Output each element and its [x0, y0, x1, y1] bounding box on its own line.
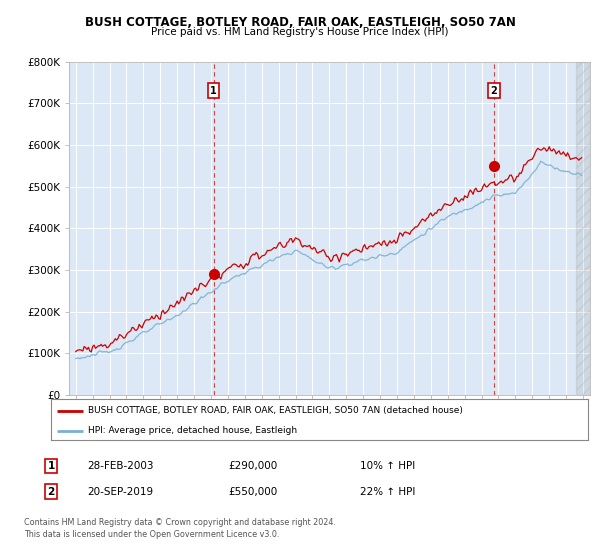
- Text: BUSH COTTAGE, BOTLEY ROAD, FAIR OAK, EASTLEIGH, SO50 7AN: BUSH COTTAGE, BOTLEY ROAD, FAIR OAK, EAS…: [85, 16, 515, 29]
- Text: £290,000: £290,000: [228, 461, 277, 471]
- Text: 2: 2: [47, 487, 55, 497]
- Text: BUSH COTTAGE, BOTLEY ROAD, FAIR OAK, EASTLEIGH, SO50 7AN (detached house): BUSH COTTAGE, BOTLEY ROAD, FAIR OAK, EAS…: [88, 406, 463, 415]
- Text: 1: 1: [47, 461, 55, 471]
- Text: 2: 2: [490, 86, 497, 96]
- Text: 22% ↑ HPI: 22% ↑ HPI: [360, 487, 415, 497]
- Text: 10% ↑ HPI: 10% ↑ HPI: [360, 461, 415, 471]
- Text: £550,000: £550,000: [228, 487, 277, 497]
- Bar: [576, 62, 590, 395]
- Text: 20-SEP-2019: 20-SEP-2019: [87, 487, 153, 497]
- Text: 28-FEB-2003: 28-FEB-2003: [87, 461, 154, 471]
- Text: Contains HM Land Registry data © Crown copyright and database right 2024.
This d: Contains HM Land Registry data © Crown c…: [24, 518, 336, 539]
- Text: HPI: Average price, detached house, Eastleigh: HPI: Average price, detached house, East…: [88, 426, 296, 435]
- Text: Price paid vs. HM Land Registry's House Price Index (HPI): Price paid vs. HM Land Registry's House …: [151, 27, 449, 37]
- Text: 1: 1: [210, 86, 217, 96]
